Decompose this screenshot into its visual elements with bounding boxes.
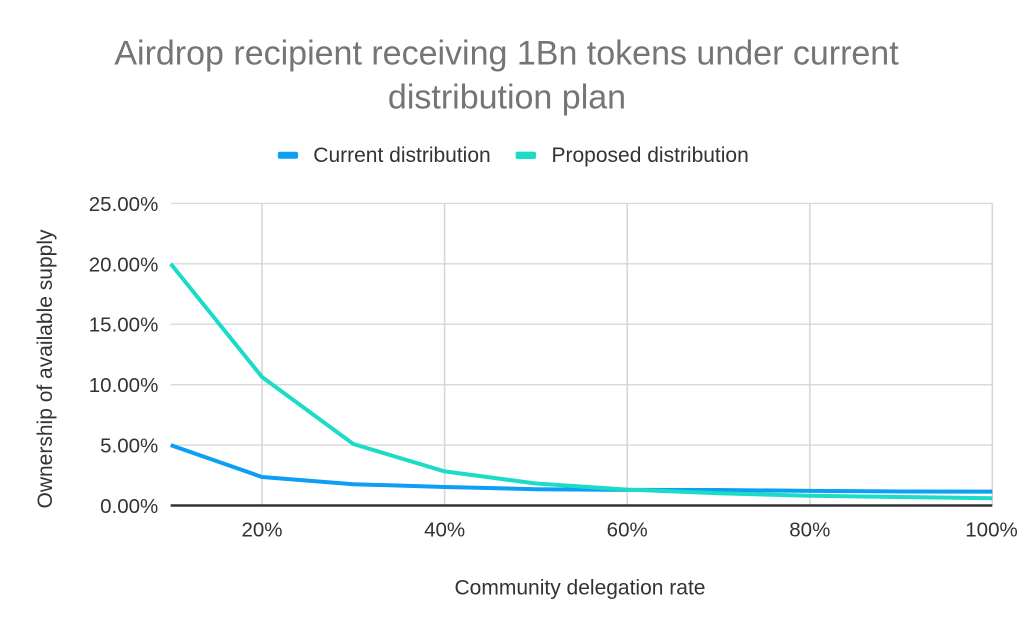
svg-text:100%: 100% bbox=[965, 519, 1017, 542]
svg-text:20%: 20% bbox=[241, 519, 282, 542]
svg-text:Current distribution: Current distribution bbox=[313, 144, 490, 167]
svg-text:25.00%: 25.00% bbox=[89, 193, 159, 216]
svg-text:Proposed distribution: Proposed distribution bbox=[552, 144, 749, 167]
svg-text:Community delegation rate: Community delegation rate bbox=[455, 577, 706, 600]
svg-text:5.00%: 5.00% bbox=[100, 435, 158, 458]
svg-text:40%: 40% bbox=[424, 519, 465, 542]
svg-text:0.00%: 0.00% bbox=[100, 495, 158, 518]
svg-text:Airdrop recipient receiving 1B: Airdrop recipient receiving 1Bn tokens u… bbox=[114, 34, 899, 72]
svg-text:15.00%: 15.00% bbox=[89, 314, 159, 337]
svg-text:Ownership of available supply: Ownership of available supply bbox=[34, 229, 57, 508]
svg-text:80%: 80% bbox=[789, 519, 830, 542]
svg-text:20.00%: 20.00% bbox=[89, 253, 159, 276]
svg-text:60%: 60% bbox=[607, 519, 648, 542]
svg-text:distribution plan: distribution plan bbox=[388, 79, 626, 117]
svg-text:10.00%: 10.00% bbox=[89, 374, 159, 397]
